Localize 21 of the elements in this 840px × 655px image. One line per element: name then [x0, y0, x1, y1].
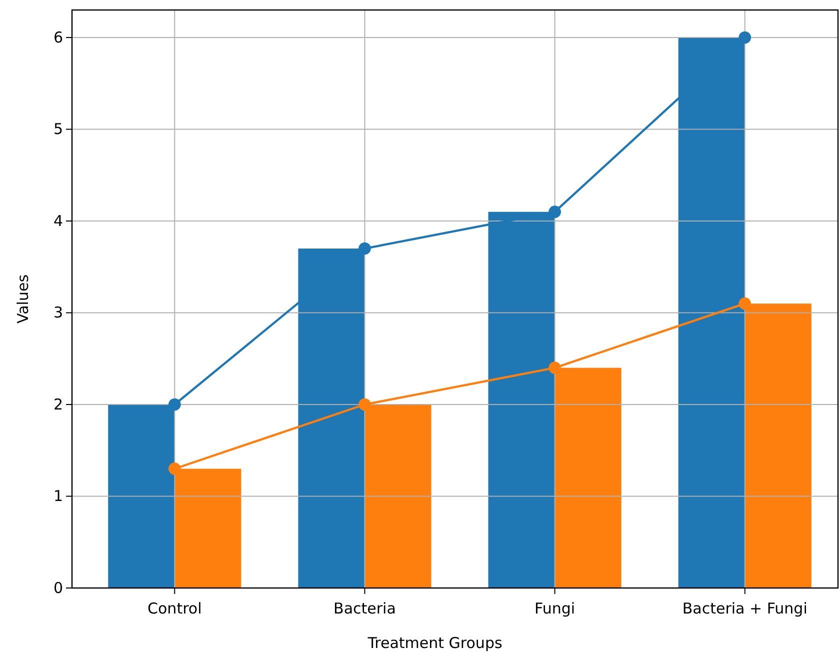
- x-tick-label: Control: [148, 600, 202, 618]
- x-axis-title: Treatment Groups: [366, 634, 502, 652]
- y-tick-label: 0: [53, 578, 63, 597]
- y-tick-label: 1: [53, 487, 63, 506]
- y-tick-label: 5: [53, 120, 63, 138]
- y-tick-label: 4: [53, 212, 63, 230]
- x-tick-label: Bacteria: [334, 600, 396, 618]
- point: [358, 242, 371, 255]
- point: [738, 31, 752, 44]
- x-tick-label: Bacteria + Fungi: [682, 600, 808, 618]
- y-axis-title: Values: [14, 274, 32, 324]
- y-tick-label: 3: [53, 304, 63, 322]
- y-tick-label: 2: [53, 395, 63, 414]
- point: [548, 206, 561, 218]
- point: [738, 297, 752, 310]
- point: [168, 462, 181, 475]
- point: [168, 398, 181, 411]
- y-tick-label: 6: [53, 28, 63, 46]
- x-tick-label: Fungi: [534, 600, 576, 618]
- point: [548, 362, 561, 374]
- point: [358, 398, 371, 411]
